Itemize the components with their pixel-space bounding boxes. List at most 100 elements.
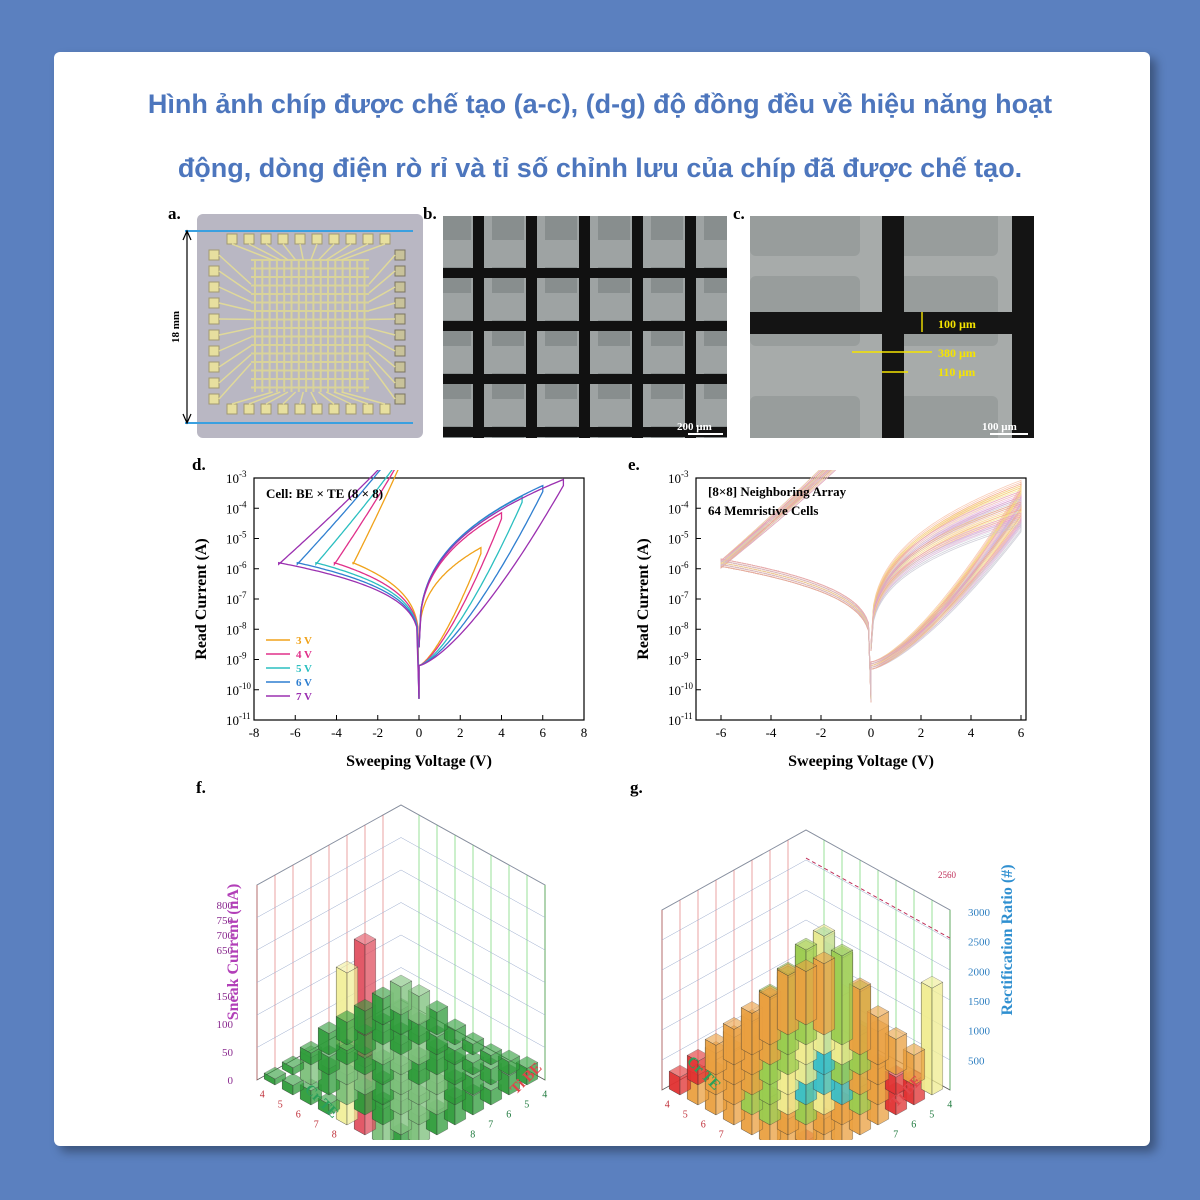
- z-tick-label: 500: [968, 1055, 985, 1067]
- top-electrode: [750, 312, 1034, 334]
- row-tick-label: 8: [875, 1140, 880, 1141]
- bond-pad: [394, 313, 406, 325]
- axis-ticks: 4567891011456789101150010001500200025003…: [665, 857, 991, 1141]
- y-tick-label: 10-9: [226, 651, 247, 668]
- y-tick-label: 10-9: [668, 651, 689, 668]
- bar-face: [758, 991, 771, 1046]
- z-axis-label: Rectification Ratio (#): [999, 864, 1016, 1015]
- z-tick-label: 2000: [968, 966, 991, 978]
- threshold-label: 2560: [938, 870, 957, 880]
- scale-arrowheads: [182, 229, 192, 425]
- bond-pad: [208, 281, 220, 293]
- grid-line: [256, 869, 546, 951]
- fanout-trace: [248, 391, 281, 405]
- z-tick-label: 3000: [968, 907, 991, 919]
- chip-substrate: [197, 214, 423, 438]
- bond-pad: [294, 403, 306, 415]
- fanout-trace: [299, 243, 304, 261]
- top-electrode: [443, 268, 727, 278]
- x-tick-label: 6: [540, 725, 547, 740]
- dim-label-100um: 100 µm: [938, 317, 976, 331]
- fanout-trace: [299, 391, 304, 405]
- row-tick-label: 7: [893, 1130, 898, 1141]
- bar-top: [812, 951, 836, 965]
- bond-pad: [311, 233, 323, 245]
- y-tick-label: 10-5: [226, 530, 247, 547]
- bar-face: [805, 965, 818, 1026]
- bar-top: [920, 975, 944, 989]
- bond-pad: [394, 297, 406, 309]
- y-tick-label: 10-7: [668, 590, 689, 607]
- fanout-trace: [318, 243, 335, 261]
- bond-pad: [362, 403, 374, 415]
- iv-curves: [278, 470, 565, 699]
- iv-curve: [720, 470, 1022, 701]
- x-axis-label: Sweeping Voltage (V): [346, 753, 492, 770]
- fanout-trace: [368, 302, 396, 312]
- x-axis-label: Sweeping Voltage (V): [788, 753, 934, 770]
- bond-pad: [208, 361, 220, 373]
- panel-e-iv-chart: -6 -4 -2 0 2 4 6 10-3 10-4 10-5 10-6 10-7 10-8 10-9 10…: [635, 470, 1027, 770]
- bond-pad: [311, 403, 323, 415]
- top-electrode: [443, 427, 727, 437]
- chart-annotation-line-1: [8×8] Neighboring Array: [708, 484, 847, 499]
- bars: [263, 932, 539, 1140]
- panel-a-chip-photo: 18 mm: [170, 214, 423, 438]
- col-tick-label: 5: [683, 1110, 688, 1121]
- iv-curve-7V: [278, 470, 565, 699]
- z-tick-label: 750: [217, 915, 234, 927]
- z-tick-label: 100: [217, 1019, 234, 1031]
- grid-line: [256, 902, 546, 983]
- panel-f-3d-bar-chart: 4567891011456789101105010015065070075080…: [217, 804, 547, 1140]
- panel-label-g: g.: [630, 778, 643, 797]
- z-tick-label: 1500: [968, 996, 991, 1008]
- panel-c-micrograph: 100 µm 380 µm 110 µm 100 µm: [750, 216, 1034, 438]
- y-tick-label: 10-11: [226, 711, 251, 728]
- z-tick-label: 650: [217, 945, 234, 957]
- bond-pad: [226, 403, 238, 415]
- x-tick-label: -2: [816, 725, 827, 740]
- figure-caption: Hình ảnh chíp được chế tạo (a-c), (d-g) …: [60, 72, 1140, 200]
- bond-pad: [394, 329, 406, 341]
- y-tick-label: 10-11: [668, 711, 693, 728]
- z-tick-label: 50: [222, 1047, 234, 1059]
- bond-pad: [208, 249, 220, 261]
- cell-pad: [750, 216, 860, 256]
- bond-pad: [394, 265, 406, 277]
- x-tick-label: -4: [331, 725, 342, 740]
- x-tick-label: -8: [249, 725, 260, 740]
- z-tick-label: 800: [217, 900, 234, 912]
- fanout-trace: [218, 327, 252, 336]
- x-tick-label: 8: [581, 725, 588, 740]
- top-electrode: [443, 321, 727, 331]
- z-tick-label: 700: [217, 930, 234, 942]
- legend: 3 V 4 V 5 V 6 V 7 V: [266, 635, 312, 703]
- crossbar-grid: [443, 216, 727, 438]
- fanout-trace: [218, 270, 252, 294]
- bond-pad: [208, 329, 220, 341]
- cell-pad: [888, 216, 998, 256]
- bond-pad: [294, 233, 306, 245]
- bond-pad: [277, 233, 289, 245]
- x-tick-label: -4: [766, 725, 777, 740]
- cell-pad: [888, 396, 998, 438]
- y-tick-label: 10-8: [668, 620, 689, 637]
- bar-face: [895, 1033, 907, 1076]
- scalebar-label: 200 µm: [677, 421, 712, 433]
- bond-pad: [394, 377, 406, 389]
- bar-top: [794, 937, 818, 951]
- x-tick-label: 4: [498, 725, 505, 740]
- y-tick-label: 10-5: [668, 530, 689, 547]
- x-tick-label: 2: [457, 725, 464, 740]
- 3d-axes-grid: [256, 804, 546, 1081]
- col-tick-label: 7: [719, 1130, 724, 1141]
- col-tick-label: 6: [296, 1110, 301, 1121]
- y-tick-label: 10-10: [226, 681, 251, 698]
- bar-face: [794, 965, 807, 1026]
- grid-line: [661, 829, 951, 911]
- iv-curve-bundle: [720, 470, 1022, 703]
- fanout-trace: [368, 362, 396, 400]
- scale-label-18mm: 18 mm: [170, 311, 182, 343]
- fanout-trace: [333, 243, 369, 261]
- dim-label-380um: 380 µm: [938, 346, 976, 360]
